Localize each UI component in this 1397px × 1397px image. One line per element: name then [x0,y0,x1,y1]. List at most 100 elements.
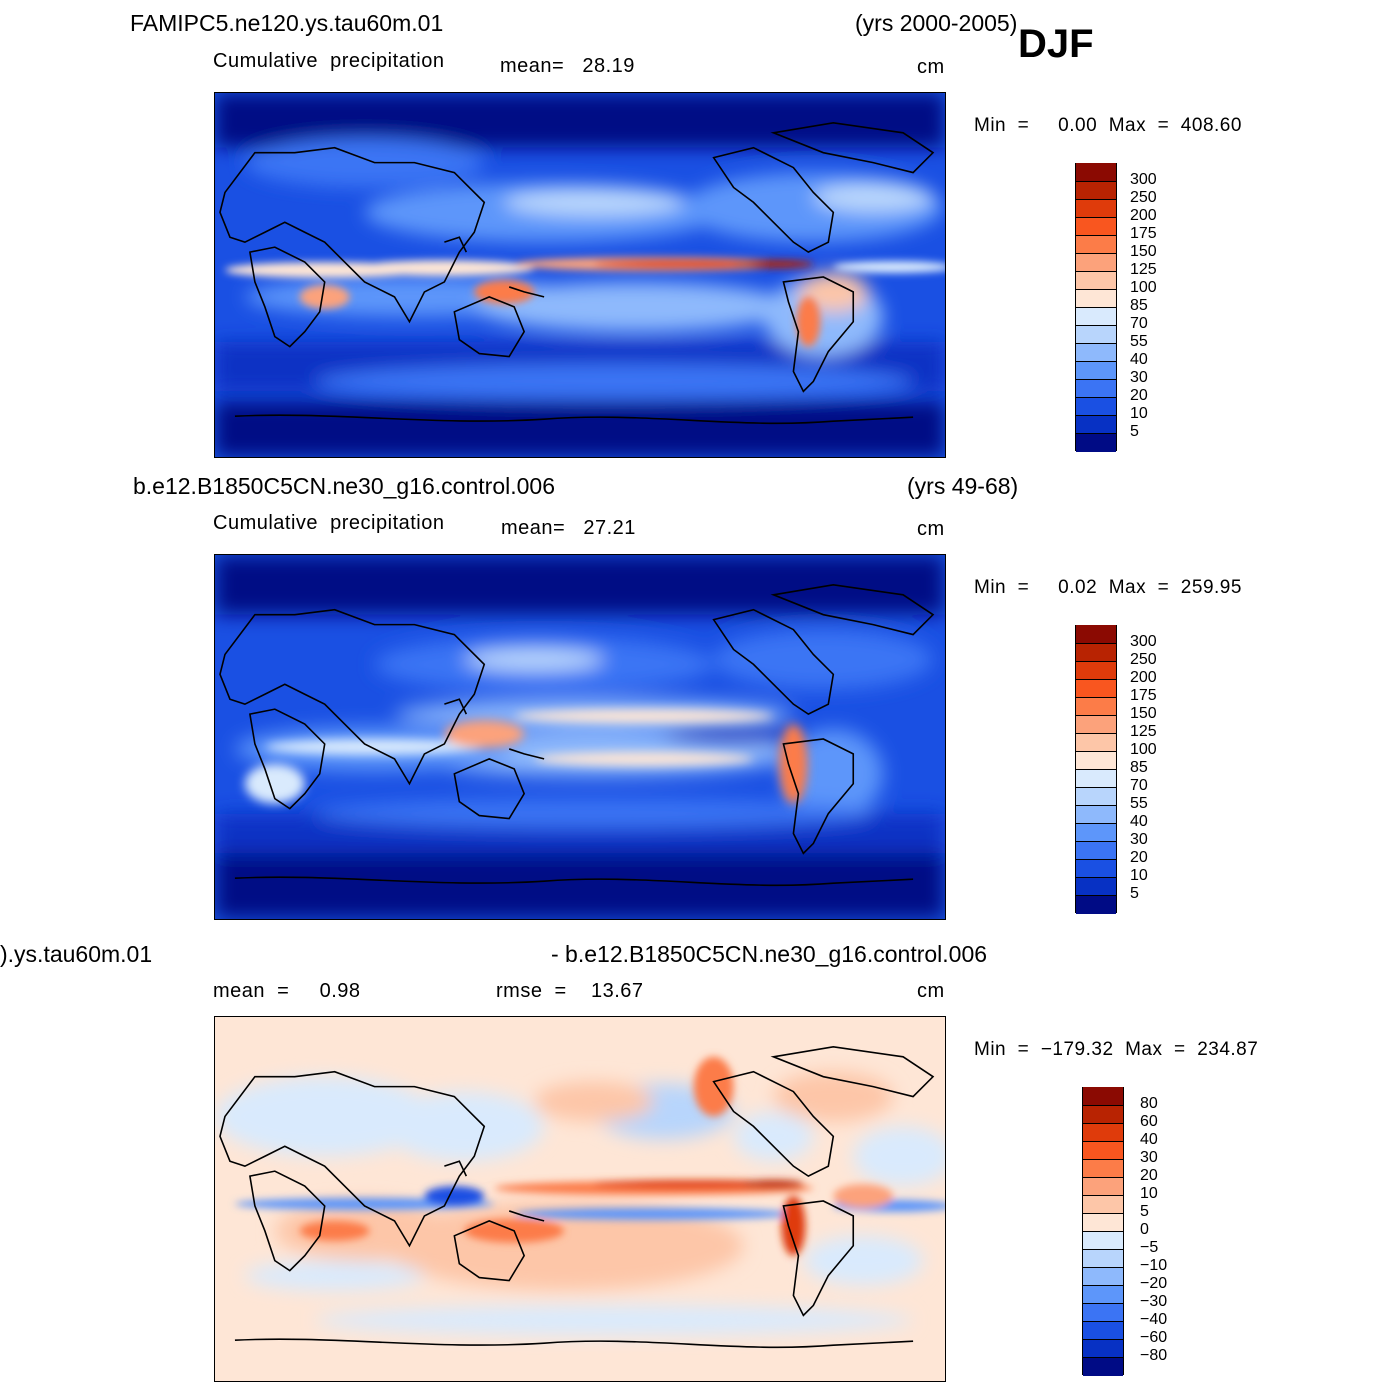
colorbar-level-label: 5 [1140,1203,1149,1220]
season-label: DJF [1018,22,1094,66]
colorbar-swatch [1083,1249,1123,1268]
panel-2-field-name: Cumulative precipitation [213,512,445,534]
colorbar-level-label: 125 [1130,261,1157,278]
colorbar-swatch [1083,1177,1123,1196]
colorbar-swatch [1076,253,1116,272]
panel-1-map-field [215,93,945,457]
colorbar-swatch [1083,1303,1123,1322]
colorbar-level-label: 150 [1130,705,1157,722]
colorbar-level-label: 5 [1130,885,1139,902]
colorbar-level-label: 85 [1130,759,1148,776]
colorbar-level-label: 30 [1130,369,1148,386]
colorbar-level-label: 100 [1130,279,1157,296]
colorbar-level-label: 0 [1140,1221,1149,1238]
panel-3-case-title: ).ys.tau60m.01 [0,941,153,967]
colorbar-level-label: 20 [1130,849,1148,866]
colorbar-swatch [1083,1267,1123,1286]
colorbar-level-label: −10 [1140,1257,1168,1274]
colorbar-swatch [1076,343,1116,362]
colorbar-level-label: 10 [1140,1185,1158,1202]
panel-1-colorbar [1075,163,1117,452]
colorbar-swatch [1076,643,1116,662]
colorbar-swatch [1076,217,1116,236]
colorbar-level-label: 40 [1130,813,1148,830]
colorbar-level-label: 200 [1130,669,1157,686]
colorbar-swatch [1076,751,1116,770]
colorbar-swatch [1076,733,1116,752]
colorbar-swatch [1083,1159,1123,1178]
panel-3-minmax: Min = −179.32 Max = 234.87 [974,1039,1259,1060]
colorbar-level-label: 5 [1130,423,1139,440]
colorbar-swatch [1076,289,1116,308]
colorbar-level-label: −40 [1140,1311,1168,1328]
colorbar-swatch [1083,1339,1123,1358]
colorbar-level-label: 70 [1130,777,1148,794]
colorbar-level-label: 40 [1140,1131,1158,1148]
colorbar-level-label: 125 [1130,723,1157,740]
colorbar-swatch [1076,379,1116,398]
colorbar-swatch [1076,415,1116,434]
colorbar-swatch [1076,661,1116,680]
panel-1-minmax: Min = 0.00 Max = 408.60 [974,115,1242,136]
colorbar-swatch [1076,325,1116,344]
colorbar-swatch [1083,1195,1123,1214]
colorbar-level-label: 20 [1130,387,1148,404]
panel-2-precip-map [214,554,946,920]
colorbar-level-label: 20 [1140,1167,1158,1184]
panel-1-field-name: Cumulative precipitation [213,50,445,72]
panel-3-rmse: rmse = 13.67 [496,980,644,1002]
colorbar-level-label: 100 [1130,741,1157,758]
colorbar-swatch [1083,1357,1123,1376]
colorbar-level-label: 80 [1140,1095,1158,1112]
colorbar-swatch [1076,361,1116,380]
panel-2-minmax: Min = 0.02 Max = 259.95 [974,577,1242,598]
panel-3-colorbar [1082,1087,1124,1376]
colorbar-level-label: 30 [1130,831,1148,848]
colorbar-level-label: −60 [1140,1329,1168,1346]
colorbar-swatch [1076,199,1116,218]
panel-3-map-field [215,1017,945,1381]
colorbar-level-label: 200 [1130,207,1157,224]
panel-3-difference-map [214,1016,946,1382]
colorbar-level-label: 40 [1130,351,1148,368]
colorbar-level-label: 85 [1130,297,1148,314]
panel-1-years: (yrs 2000-2005) [855,10,1018,36]
colorbar-swatch [1083,1321,1123,1340]
panel-3-minus-case: - b.e12.B1850C5CN.ne30_g16.control.006 [551,941,988,967]
colorbar-swatch [1076,433,1116,452]
colorbar-level-label: 250 [1130,189,1157,206]
panel-2-case-title: b.e12.B1850C5CN.ne30_g16.control.006 [133,473,555,499]
colorbar-level-label: 250 [1130,651,1157,668]
panel-1-units: cm [917,56,945,78]
colorbar-swatch [1076,841,1116,860]
colorbar-swatch [1083,1231,1123,1250]
colorbar-swatch [1076,163,1116,182]
colorbar-level-label: −30 [1140,1293,1168,1310]
panel-2-units: cm [917,518,945,540]
colorbar-swatch [1083,1285,1123,1304]
colorbar-swatch [1076,679,1116,698]
colorbar-swatch [1083,1087,1123,1106]
colorbar-swatch [1083,1141,1123,1160]
colorbar-swatch [1076,859,1116,878]
panel-1-precip-map [214,92,946,458]
colorbar-swatch [1076,805,1116,824]
colorbar-level-label: 70 [1130,315,1148,332]
colorbar-level-label: 60 [1140,1113,1158,1130]
colorbar-swatch [1083,1105,1123,1124]
colorbar-swatch [1076,235,1116,254]
colorbar-swatch [1076,271,1116,290]
colorbar-swatch [1076,697,1116,716]
colorbar-swatch [1076,625,1116,644]
colorbar-swatch [1083,1213,1123,1232]
colorbar-level-label: 175 [1130,225,1157,242]
colorbar-level-label: −20 [1140,1275,1168,1292]
panel-1-case-title: FAMIPC5.ne120.ys.tau60m.01 [130,10,444,36]
panel-3-mean: mean = 0.98 [213,980,361,1002]
colorbar-level-label: 55 [1130,333,1148,350]
panel-1-mean: mean= 28.19 [500,55,635,77]
panel-3-units: cm [917,980,945,1002]
colorbar-level-label: 175 [1130,687,1157,704]
colorbar-level-label: −5 [1140,1239,1159,1256]
colorbar-level-label: −80 [1140,1347,1168,1364]
